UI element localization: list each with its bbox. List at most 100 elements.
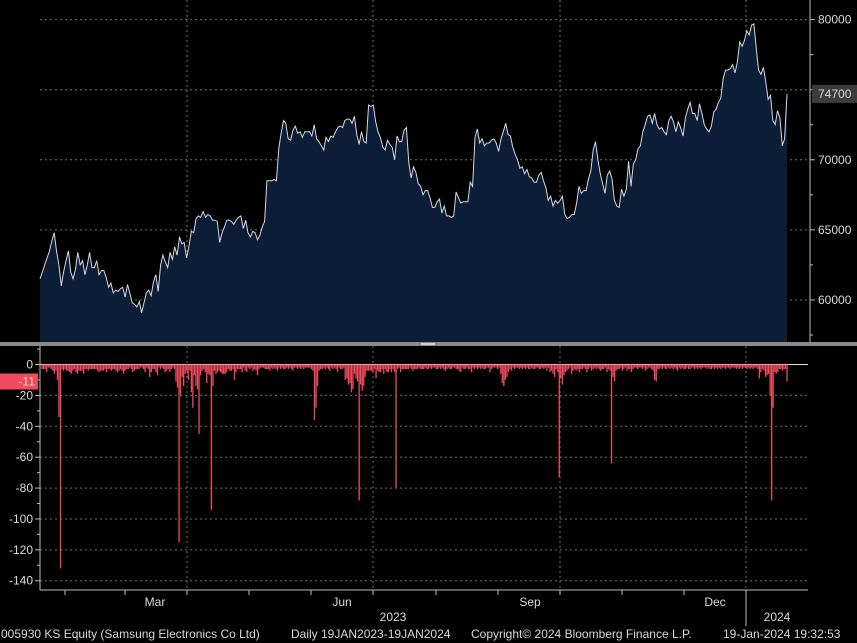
volume-bar (586, 364, 588, 373)
volume-bar (717, 364, 719, 370)
volume-bar (654, 364, 656, 380)
volume-bar (378, 364, 380, 373)
volume-bar (720, 364, 722, 370)
volume-bar (270, 364, 272, 368)
volume-bar (172, 364, 174, 368)
volume-bar (655, 364, 657, 382)
volume-bar (437, 364, 439, 370)
volume-bar (173, 364, 176, 370)
volume-bar (230, 364, 232, 371)
volume-bar (430, 364, 433, 370)
volume-bar (715, 364, 717, 368)
price-tick-label: 60000 (818, 293, 852, 307)
volume-bar (475, 364, 477, 368)
volume-bar (183, 364, 185, 387)
volume-bar (361, 364, 363, 391)
month-label: Sep (519, 595, 541, 609)
volume-bar (203, 364, 205, 370)
volume-bar (283, 364, 285, 370)
volume-bar (766, 364, 768, 376)
volume-bar (350, 364, 353, 393)
volume-bar (640, 364, 642, 368)
volume-bar (446, 364, 448, 370)
volume-bar (106, 364, 108, 373)
volume-bar (210, 364, 212, 510)
volume-bar (718, 364, 720, 368)
volume-bar (81, 364, 83, 371)
volume-bar (564, 364, 566, 373)
divider-grip-icon[interactable] (421, 343, 435, 345)
volume-bar (515, 364, 517, 368)
volume-bar (561, 364, 563, 385)
volume-bar (652, 364, 654, 371)
volume-bar (646, 364, 648, 370)
volume-bar (61, 364, 63, 370)
volume-bar (626, 364, 628, 371)
volume-bar (620, 364, 622, 368)
volume-bar (149, 364, 151, 377)
volume-bar (486, 364, 488, 368)
volume-bar (689, 364, 691, 370)
volume-bar (112, 364, 114, 370)
volume-bar (90, 364, 92, 370)
volume-bar (473, 364, 476, 370)
volume-bar (774, 364, 776, 373)
volume-bar (681, 364, 683, 368)
volume-bar (330, 364, 333, 368)
volume-bar (213, 364, 216, 371)
volume-bar (763, 364, 765, 371)
volume-bar (141, 364, 143, 368)
volume-bar (669, 364, 671, 370)
volume-bar (735, 364, 737, 370)
volume-bar (44, 364, 46, 370)
volume-bar (42, 364, 45, 370)
volume-bar (623, 364, 625, 370)
volume-bar (298, 364, 300, 368)
volume-bar (780, 364, 782, 370)
volume-bar (66, 364, 68, 371)
volume-bar (721, 364, 724, 368)
volume-bar (452, 364, 454, 368)
volume-bar (612, 364, 614, 377)
month-label: Jun (332, 595, 351, 609)
volume-bar (387, 364, 389, 373)
volume-bar (732, 364, 734, 368)
volume-bar (507, 364, 510, 373)
volume-bar (72, 364, 74, 371)
volume-bar (84, 364, 86, 370)
volume-bar (383, 364, 385, 374)
volume-bar (107, 364, 109, 370)
volume-bar (353, 364, 356, 374)
volume-bar (775, 364, 777, 374)
volume-bar (692, 364, 694, 368)
volume-bar (333, 364, 336, 368)
volume-bar (184, 364, 186, 374)
volume-bar (441, 364, 443, 368)
volume-bar (336, 364, 339, 373)
volume-bar (377, 364, 379, 371)
volume-bar (606, 364, 608, 373)
volume-bar (444, 364, 446, 371)
volume-bar (292, 364, 294, 371)
year-label: 2024 (764, 610, 791, 624)
volume-bar (426, 364, 428, 370)
volume-bar (316, 364, 319, 387)
volume-bar (58, 364, 60, 417)
volume-bar (139, 364, 142, 368)
volume-bar (600, 364, 602, 371)
volume-bar (466, 364, 468, 368)
volume-bar (318, 364, 320, 371)
volume-bar (233, 364, 236, 380)
volume-bar (627, 364, 630, 370)
volume-bar (47, 364, 49, 368)
volume-bar (167, 364, 169, 370)
volume-bar (677, 364, 679, 371)
volume-bar (406, 364, 408, 370)
volume-bar (352, 364, 354, 390)
volume-bar (671, 364, 673, 368)
volume-bar (332, 364, 334, 370)
volume-bar (541, 364, 543, 368)
volume-bar (429, 364, 431, 368)
volume-bar (310, 364, 313, 370)
volume-bar (46, 364, 48, 373)
